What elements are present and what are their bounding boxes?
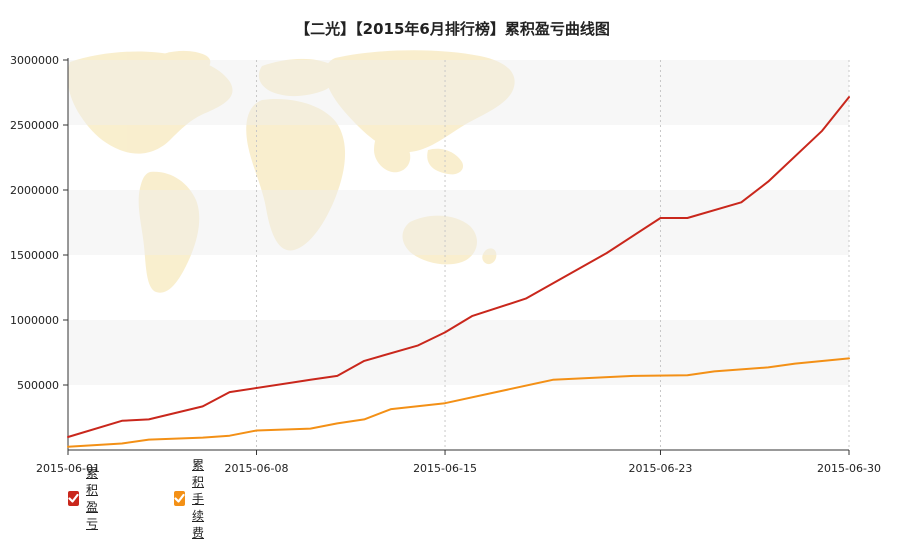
legend-label[interactable]: 累积盈亏 [86,466,99,531]
x-axis-ticks: 2015-06-01 2015-06-08 2015-06-15 2015-06-23… [36,450,881,475]
y-tick-label: 2000000 [10,184,59,197]
x-tick-label: 2015-06-08 [225,462,289,475]
series-line-cumulative-fee [67,357,850,448]
y-tick-label: 1000000 [10,314,59,327]
legend-item-cumulative-pnl[interactable]: 累积盈亏 [68,466,102,531]
y-tick-label: 2500000 [10,119,59,132]
background-band [68,320,849,385]
y-tick-label: 3000000 [10,54,59,67]
y-tick-label: 500000 [17,379,59,392]
x-tick-label: 2015-06-23 [629,462,693,475]
x-tick-label: 2015-06-15 [413,462,477,475]
legend-label[interactable]: 累积手续费 [192,457,205,540]
series-lines [67,96,850,448]
background-bands [68,60,849,385]
y-tick-label: 1500000 [10,249,59,262]
gridlines [256,60,850,450]
checkbox-checked-icon[interactable] [68,490,79,506]
chart-plot: 500000 1000000 1500000 2000000 2500000 300000… [10,50,881,475]
y-axis-ticks: 500000 1000000 1500000 2000000 2500000 300000… [10,54,68,392]
series-line-cumulative-pnl [67,96,850,438]
legend-item-cumulative-fee[interactable]: 累积手续费 [174,458,208,540]
chart-title: 【二光】【2015年6月排行榜】累积盈亏曲线图 [295,20,610,38]
background-band [68,190,849,255]
x-tick-label: 2015-06-30 [817,462,881,475]
checkbox-checked-icon[interactable] [174,490,185,506]
world-map-watermark [67,50,515,293]
x-tick-label: 2015-06-01 [36,462,100,475]
background-band [68,60,849,125]
